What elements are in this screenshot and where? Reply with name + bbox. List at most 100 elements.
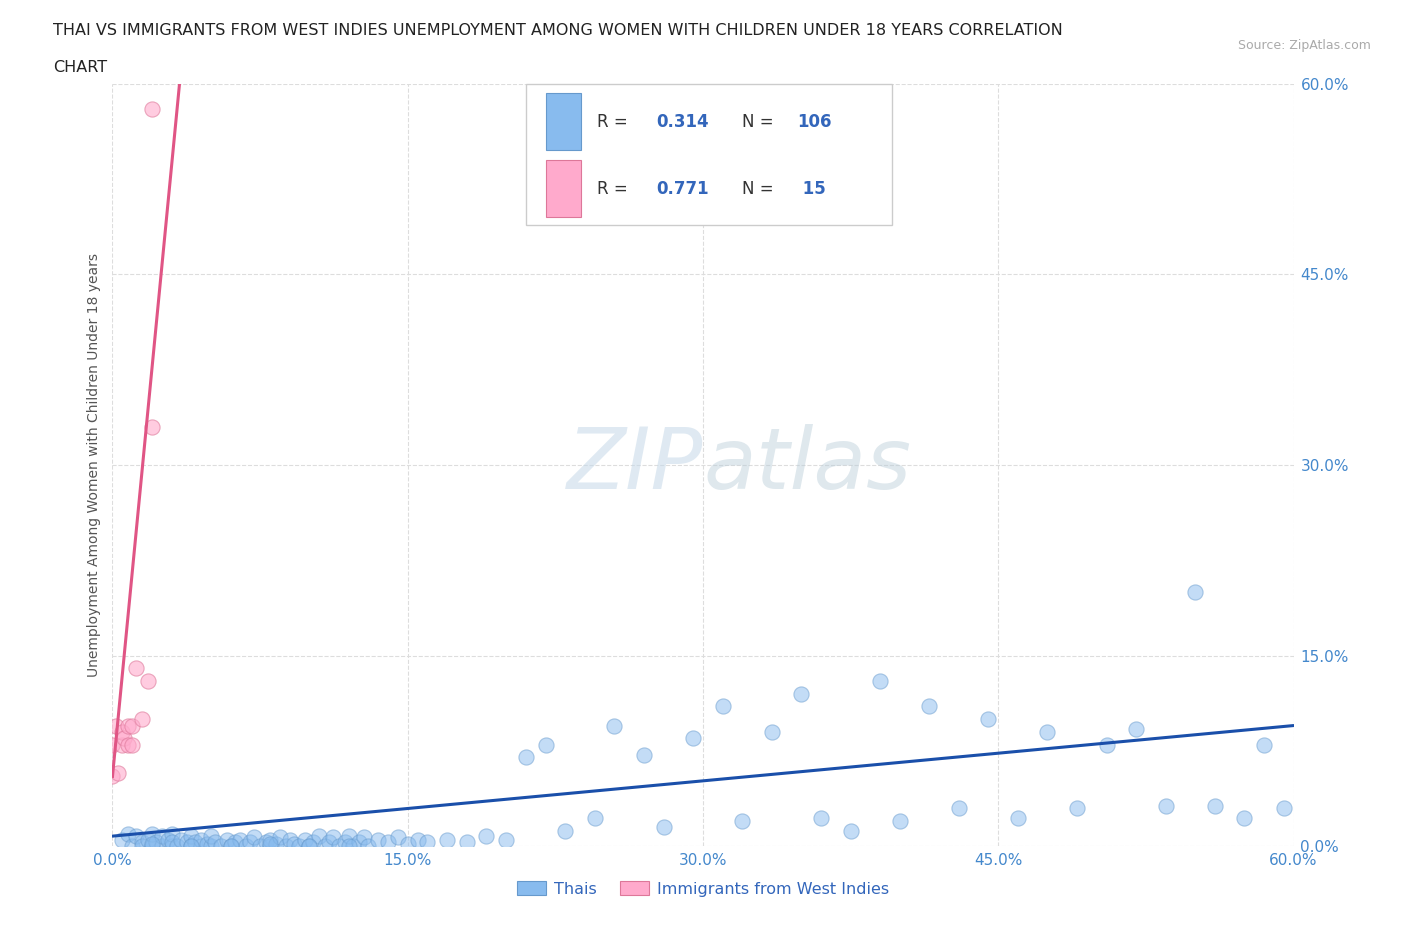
Point xyxy=(333,835,356,850)
Point xyxy=(200,839,222,854)
Point xyxy=(406,832,429,847)
Point xyxy=(229,832,252,847)
Point xyxy=(131,711,153,726)
Point xyxy=(436,832,458,847)
Point xyxy=(318,835,340,850)
Point xyxy=(141,101,163,116)
Point xyxy=(948,801,970,816)
Point xyxy=(347,835,370,850)
Point xyxy=(652,820,675,835)
Point xyxy=(283,836,305,851)
Point xyxy=(121,737,143,752)
Point xyxy=(337,839,360,854)
Point xyxy=(219,839,242,854)
Point xyxy=(141,836,163,851)
Point xyxy=(1272,801,1295,816)
Point xyxy=(534,737,557,752)
Point xyxy=(219,839,242,854)
Point xyxy=(136,832,159,847)
Point xyxy=(180,839,202,854)
Point xyxy=(711,699,734,714)
Point xyxy=(141,419,163,434)
Point xyxy=(367,832,389,847)
Y-axis label: Unemployment Among Women with Children Under 18 years: Unemployment Among Women with Children U… xyxy=(87,253,101,677)
Point xyxy=(1204,798,1226,813)
Point xyxy=(298,839,321,854)
Bar xyxy=(546,160,581,218)
Text: CHART: CHART xyxy=(53,60,107,75)
Point xyxy=(396,836,419,851)
Point xyxy=(475,829,498,844)
Point xyxy=(1233,811,1256,826)
Point xyxy=(1184,585,1206,600)
Point xyxy=(180,839,202,854)
Point xyxy=(603,718,626,733)
Point xyxy=(1154,798,1177,813)
Point xyxy=(215,832,238,847)
Text: atlas: atlas xyxy=(703,423,911,507)
Point xyxy=(1253,737,1275,752)
Point xyxy=(1125,722,1147,737)
Point xyxy=(125,661,148,676)
Text: 0.314: 0.314 xyxy=(655,113,709,131)
Point xyxy=(200,829,222,844)
Point xyxy=(495,832,517,847)
Point xyxy=(141,839,163,854)
Point xyxy=(1007,811,1029,826)
Point xyxy=(254,835,277,850)
Point xyxy=(136,673,159,688)
Point xyxy=(111,832,134,847)
Point xyxy=(117,826,139,841)
Point xyxy=(160,835,183,850)
Point xyxy=(918,699,941,714)
Point xyxy=(176,835,198,850)
Point xyxy=(682,731,704,746)
Point xyxy=(353,830,375,844)
Point xyxy=(288,839,311,854)
Bar xyxy=(546,93,581,151)
Point xyxy=(239,835,262,850)
Point xyxy=(377,835,399,850)
Text: Source: ZipAtlas.com: Source: ZipAtlas.com xyxy=(1237,39,1371,52)
Point xyxy=(278,832,301,847)
Point xyxy=(195,836,218,851)
Point xyxy=(387,830,409,844)
Text: ZIP: ZIP xyxy=(567,423,703,507)
Point xyxy=(633,748,655,763)
Point xyxy=(259,839,281,854)
Point xyxy=(131,835,153,850)
Point xyxy=(554,824,576,839)
Point xyxy=(166,839,188,854)
Point xyxy=(259,836,281,851)
Point xyxy=(121,718,143,733)
Point xyxy=(117,718,139,733)
Point xyxy=(150,839,173,854)
Point xyxy=(1036,724,1059,739)
Point xyxy=(249,839,271,854)
Point xyxy=(308,829,330,844)
Point xyxy=(235,839,257,854)
Point xyxy=(141,826,163,841)
Point xyxy=(342,839,364,854)
Text: R =: R = xyxy=(596,179,633,198)
Point xyxy=(190,832,212,847)
Point xyxy=(107,765,129,780)
Point xyxy=(416,835,439,850)
Point xyxy=(515,750,537,764)
Point xyxy=(298,839,321,854)
Point xyxy=(101,737,124,752)
Point xyxy=(209,839,232,854)
Point xyxy=(810,811,832,826)
Point xyxy=(125,829,148,844)
Point xyxy=(328,839,350,854)
Point xyxy=(224,835,246,850)
Point xyxy=(839,824,862,839)
Point xyxy=(456,835,478,850)
Point xyxy=(145,835,167,850)
Point xyxy=(160,826,183,841)
Point xyxy=(259,832,281,847)
Point xyxy=(156,832,179,847)
Point xyxy=(274,839,297,854)
Point xyxy=(314,839,336,854)
Point xyxy=(269,830,291,844)
